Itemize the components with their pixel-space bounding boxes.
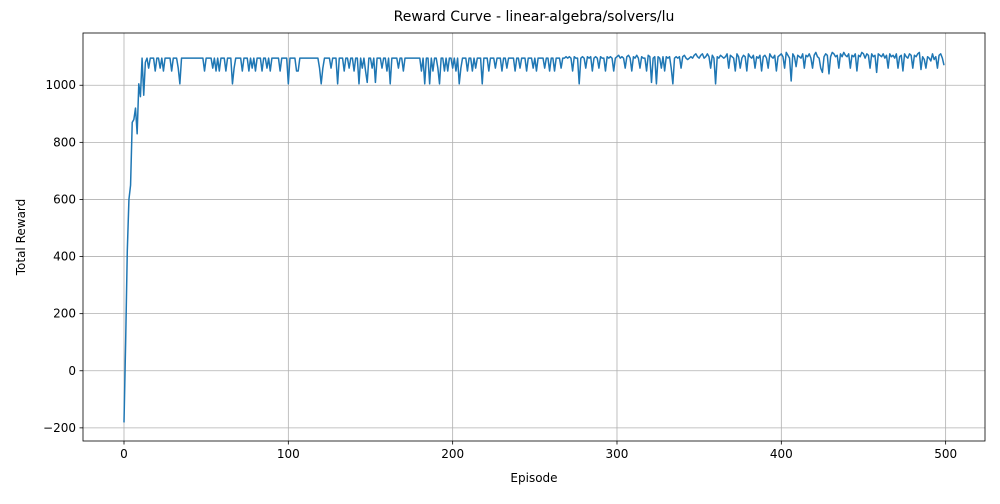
y-tick-label: 1000 xyxy=(45,78,76,92)
x-tick-label: 500 xyxy=(934,447,957,461)
x-tick-label: 200 xyxy=(441,447,464,461)
y-tick-label: 0 xyxy=(68,364,76,378)
y-tick-label: 800 xyxy=(53,135,76,149)
x-tick-label: 100 xyxy=(277,447,300,461)
x-tick-label: 400 xyxy=(770,447,793,461)
y-axis-label: Total Reward xyxy=(14,199,28,277)
x-tick-label: 300 xyxy=(606,447,629,461)
y-tick-label: −200 xyxy=(43,421,76,435)
y-tick-label: 200 xyxy=(53,307,76,321)
chart-title: Reward Curve - linear-algebra/solvers/lu xyxy=(394,9,675,25)
axes-frame xyxy=(82,32,986,442)
plot-area xyxy=(123,51,945,423)
y-tick-label: 600 xyxy=(53,192,76,206)
x-tick-label: 0 xyxy=(120,447,128,461)
grid xyxy=(83,33,985,441)
reward-line xyxy=(123,51,945,423)
x-axis-label: Episode xyxy=(510,471,557,485)
y-tick-label: 400 xyxy=(53,250,76,264)
